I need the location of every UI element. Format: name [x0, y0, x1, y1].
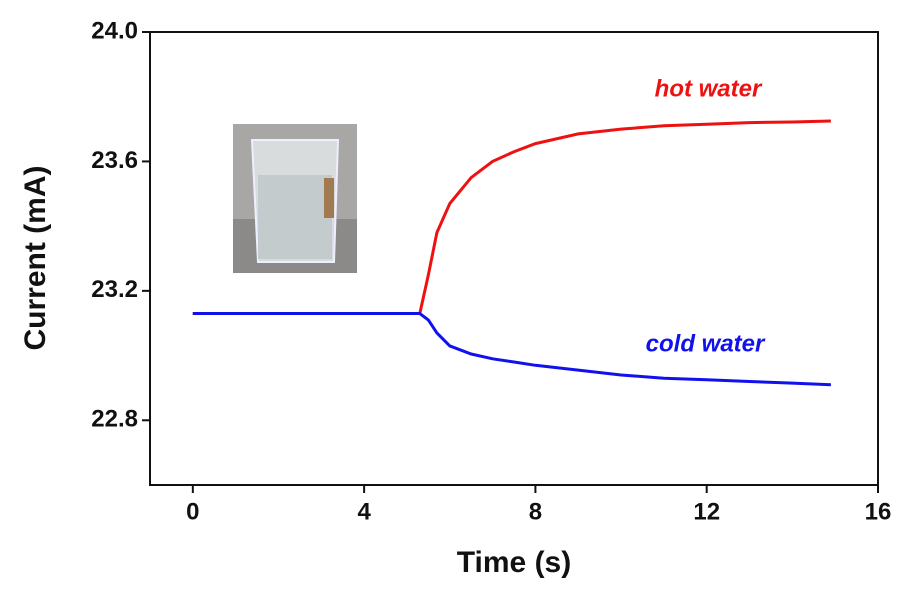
x-tick-label: 12	[693, 498, 720, 525]
x-tick-label: 16	[865, 498, 892, 525]
plot-frame	[149, 31, 879, 486]
series-label: hot water	[655, 75, 763, 102]
y-tick-label: 23.6	[91, 147, 138, 174]
x-tick-label: 8	[529, 498, 542, 525]
inset-photo	[233, 124, 357, 273]
x-axis-title: Time (s)	[457, 546, 571, 579]
line-series	[192, 312, 831, 387]
y-tick-label: 24.0	[91, 17, 138, 44]
y-tick-label: 22.8	[91, 406, 138, 433]
y-axis-title: Current (mA)	[19, 166, 52, 351]
x-tick-label: 4	[357, 498, 371, 525]
x-tick-label: 0	[186, 498, 199, 525]
series-label: cold water	[646, 330, 766, 357]
y-tick-label: 23.2	[91, 276, 138, 303]
